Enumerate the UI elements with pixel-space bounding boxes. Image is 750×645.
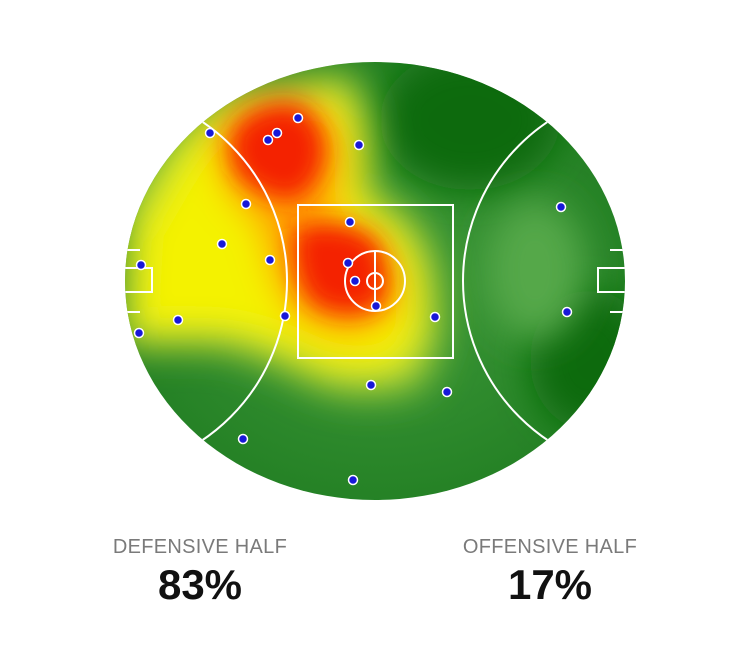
stat-label: OFFENSIVE HALF bbox=[462, 536, 638, 558]
stat-value: 83% bbox=[157, 561, 243, 608]
field-surface bbox=[125, 62, 625, 500]
defensive-stat: DEFENSIVE HALF 83% bbox=[70, 536, 330, 609]
stat-label: DEFENSIVE HALF bbox=[112, 536, 288, 558]
offensive-stat: OFFENSIVE HALF 17% bbox=[420, 536, 680, 609]
heatmap-field bbox=[125, 62, 625, 500]
possession-dots bbox=[133, 112, 573, 486]
stat-value: 17% bbox=[507, 561, 593, 608]
